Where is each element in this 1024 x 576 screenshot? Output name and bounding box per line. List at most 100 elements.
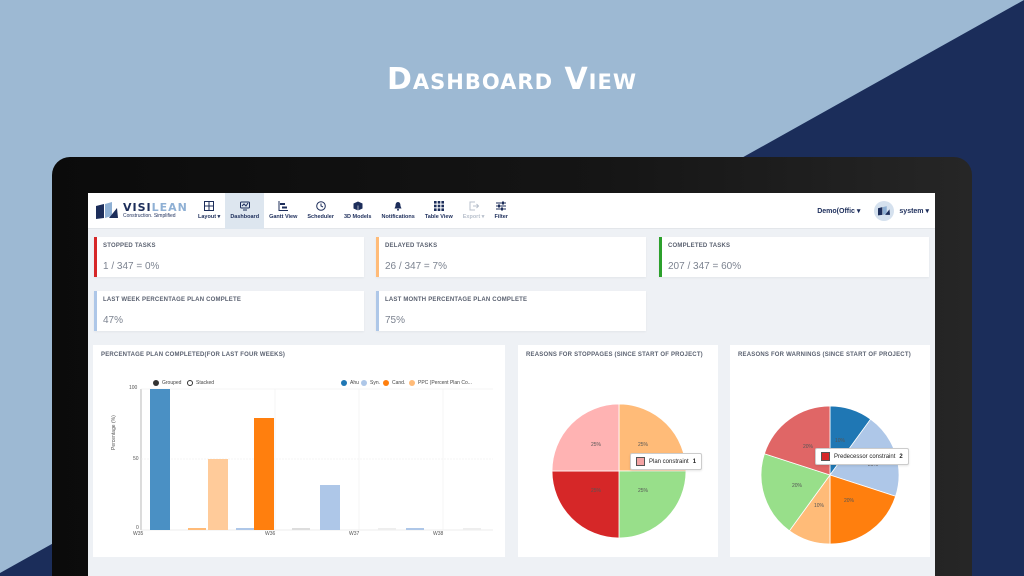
card-title: LAST MONTH PERCENTAGE PLAN COMPLETE	[385, 297, 528, 303]
nav-3d-models-label: 3D Models	[343, 214, 372, 220]
warnings-chart-panel: REASONS FOR WARNINGS (SINCE START OF PRO…	[730, 345, 930, 557]
y-tick: 100	[129, 385, 138, 391]
app-screen: VISILEAN Construction. Simplified Layout…	[88, 193, 935, 576]
export-icon	[469, 201, 479, 211]
nav-scheduler-label: Scheduler	[307, 214, 334, 220]
tooltip-swatch	[636, 457, 645, 466]
card-value: 75%	[385, 315, 406, 326]
bell-icon	[394, 202, 402, 211]
slice-label: 20%	[868, 462, 879, 468]
grid-icon	[433, 201, 444, 211]
card-completed-tasks: COMPLETED TASKS 207 / 347 = 60%	[659, 237, 929, 277]
nav-export-label: Export ▾	[462, 214, 485, 220]
bar-cand-w36	[254, 418, 274, 530]
logo-icon	[96, 201, 118, 219]
x-tick: W37	[349, 531, 360, 537]
panel-title: REASONS FOR STOPPAGES (SINCE START OF PR…	[526, 352, 703, 358]
legend-label: Syn.	[370, 380, 381, 386]
nav-filter-label: Filter	[494, 214, 508, 220]
ppc-chart-panel: PERCENTAGE PLAN COMPLETED(FOR LAST FOUR …	[93, 345, 505, 557]
tooltip-label: Plan constraint	[649, 458, 689, 465]
slice-label: 25%	[591, 488, 602, 494]
legend-label: PPC (Percent Plan Co...	[418, 380, 472, 386]
nav-notifications-label: Notifications	[381, 214, 415, 220]
card-value: 47%	[103, 315, 124, 326]
nav-table-view[interactable]: Table View	[420, 193, 458, 229]
card-last-week-ppc: LAST WEEK PERCENTAGE PLAN COMPLETE 47%	[94, 291, 364, 331]
nav-scheduler[interactable]: Scheduler	[302, 193, 339, 229]
user-logo-icon	[878, 205, 891, 215]
tooltip-value: 2	[899, 453, 903, 460]
nav-3d-models[interactable]: 3D Models	[339, 193, 377, 229]
y-tick: 0	[136, 525, 139, 531]
nav-layout-label: Layout ▾	[198, 214, 221, 220]
y-tick: 50	[133, 456, 139, 462]
slice-label: 25%	[638, 488, 649, 494]
cube-icon	[353, 201, 363, 211]
card-last-month-ppc: LAST MONTH PERCENTAGE PLAN COMPLETE 75%	[376, 291, 646, 331]
card-stopped-tasks: STOPPED TASKS 1 / 347 = 0%	[94, 237, 364, 277]
slice-label: 20%	[844, 498, 855, 504]
organization-dropdown[interactable]: Demo(Offic ▾	[817, 207, 861, 215]
card-value: 207 / 347 = 60%	[668, 261, 742, 272]
slice-label: 20%	[803, 444, 814, 450]
slice-label: 25%	[591, 442, 602, 448]
card-value: 1 / 347 = 0%	[103, 261, 160, 272]
stoppages-pie	[551, 403, 687, 539]
clock-icon	[315, 201, 326, 211]
grouped-label: Grouped	[162, 380, 182, 386]
stacked-radio[interactable]: Stacked	[187, 380, 214, 386]
slice-label: 10%	[814, 503, 825, 509]
nav-export[interactable]: Export ▾	[458, 193, 490, 229]
layout-icon	[204, 201, 215, 211]
legend-cand[interactable]: Cand.	[383, 380, 405, 386]
nav-dashboard[interactable]: Dashboard	[225, 193, 265, 229]
hero-title: Dashboard View	[387, 62, 637, 97]
card-title: COMPLETED TASKS	[668, 243, 731, 249]
panel-title: PERCENTAGE PLAN COMPLETED(FOR LAST FOUR …	[101, 352, 286, 358]
filter-icon	[496, 201, 507, 211]
gantt-icon	[278, 201, 289, 211]
warnings-tooltip: Predecessor constraint 2	[815, 448, 909, 465]
nav-gantt-label: Gantt View	[269, 214, 298, 220]
card-title: DELAYED TASKS	[385, 243, 438, 249]
card-title: STOPPED TASKS	[103, 243, 156, 249]
logo-name-b: LEAN	[151, 201, 188, 214]
logo-name-a: VISI	[123, 201, 152, 214]
nav-notifications[interactable]: Notifications	[377, 193, 420, 229]
card-value: 26 / 347 = 7%	[385, 261, 447, 272]
user-menu[interactable]: system ▾	[899, 207, 929, 215]
nav-filter[interactable]: Filter	[489, 193, 512, 229]
legend-label: Cand.	[392, 380, 406, 386]
logo[interactable]: VISILEAN Construction. Simplified	[88, 201, 193, 220]
x-tick: W38	[433, 531, 444, 537]
grouped-radio[interactable]: Grouped	[153, 380, 181, 386]
legend-ppc[interactable]: PPC (Percent Plan Co...	[409, 380, 472, 386]
slice-label: 25%	[638, 442, 649, 448]
legend-ahu[interactable]: Ahu	[341, 380, 359, 386]
stacked-label: Stacked	[196, 380, 215, 386]
nav-layout[interactable]: Layout ▾	[193, 193, 225, 229]
tooltip-value: 1	[692, 458, 697, 465]
card-title: LAST WEEK PERCENTAGE PLAN COMPLETE	[103, 297, 242, 303]
tooltip-label: Predecessor constraint	[834, 453, 896, 460]
x-tick: W35	[133, 531, 144, 537]
nav-dashboard-label: Dashboard	[230, 214, 260, 220]
stoppages-tooltip: Plan constraint 1	[630, 453, 703, 470]
bar-ahu-w35	[150, 389, 170, 530]
tooltip-swatch	[821, 452, 830, 461]
slice-label: 10%	[835, 438, 846, 444]
avatar[interactable]	[874, 200, 895, 221]
dashboard-icon	[239, 201, 250, 211]
nav-table-view-label: Table View	[424, 214, 453, 220]
legend-label: Ahu	[350, 380, 359, 386]
nav-gantt-view[interactable]: Gantt View	[264, 193, 302, 229]
bar-syn-w37	[320, 485, 340, 530]
x-tick: W36	[265, 531, 276, 537]
stoppages-chart-panel: REASONS FOR STOPPAGES (SINCE START OF PR…	[518, 345, 718, 557]
slice-label: 20%	[792, 483, 803, 489]
bar-chart	[140, 388, 493, 531]
card-delayed-tasks: DELAYED TASKS 26 / 347 = 7%	[376, 237, 646, 277]
legend-syn[interactable]: Syn.	[361, 380, 380, 386]
panel-title: REASONS FOR WARNINGS (SINCE START OF PRO…	[738, 352, 911, 358]
